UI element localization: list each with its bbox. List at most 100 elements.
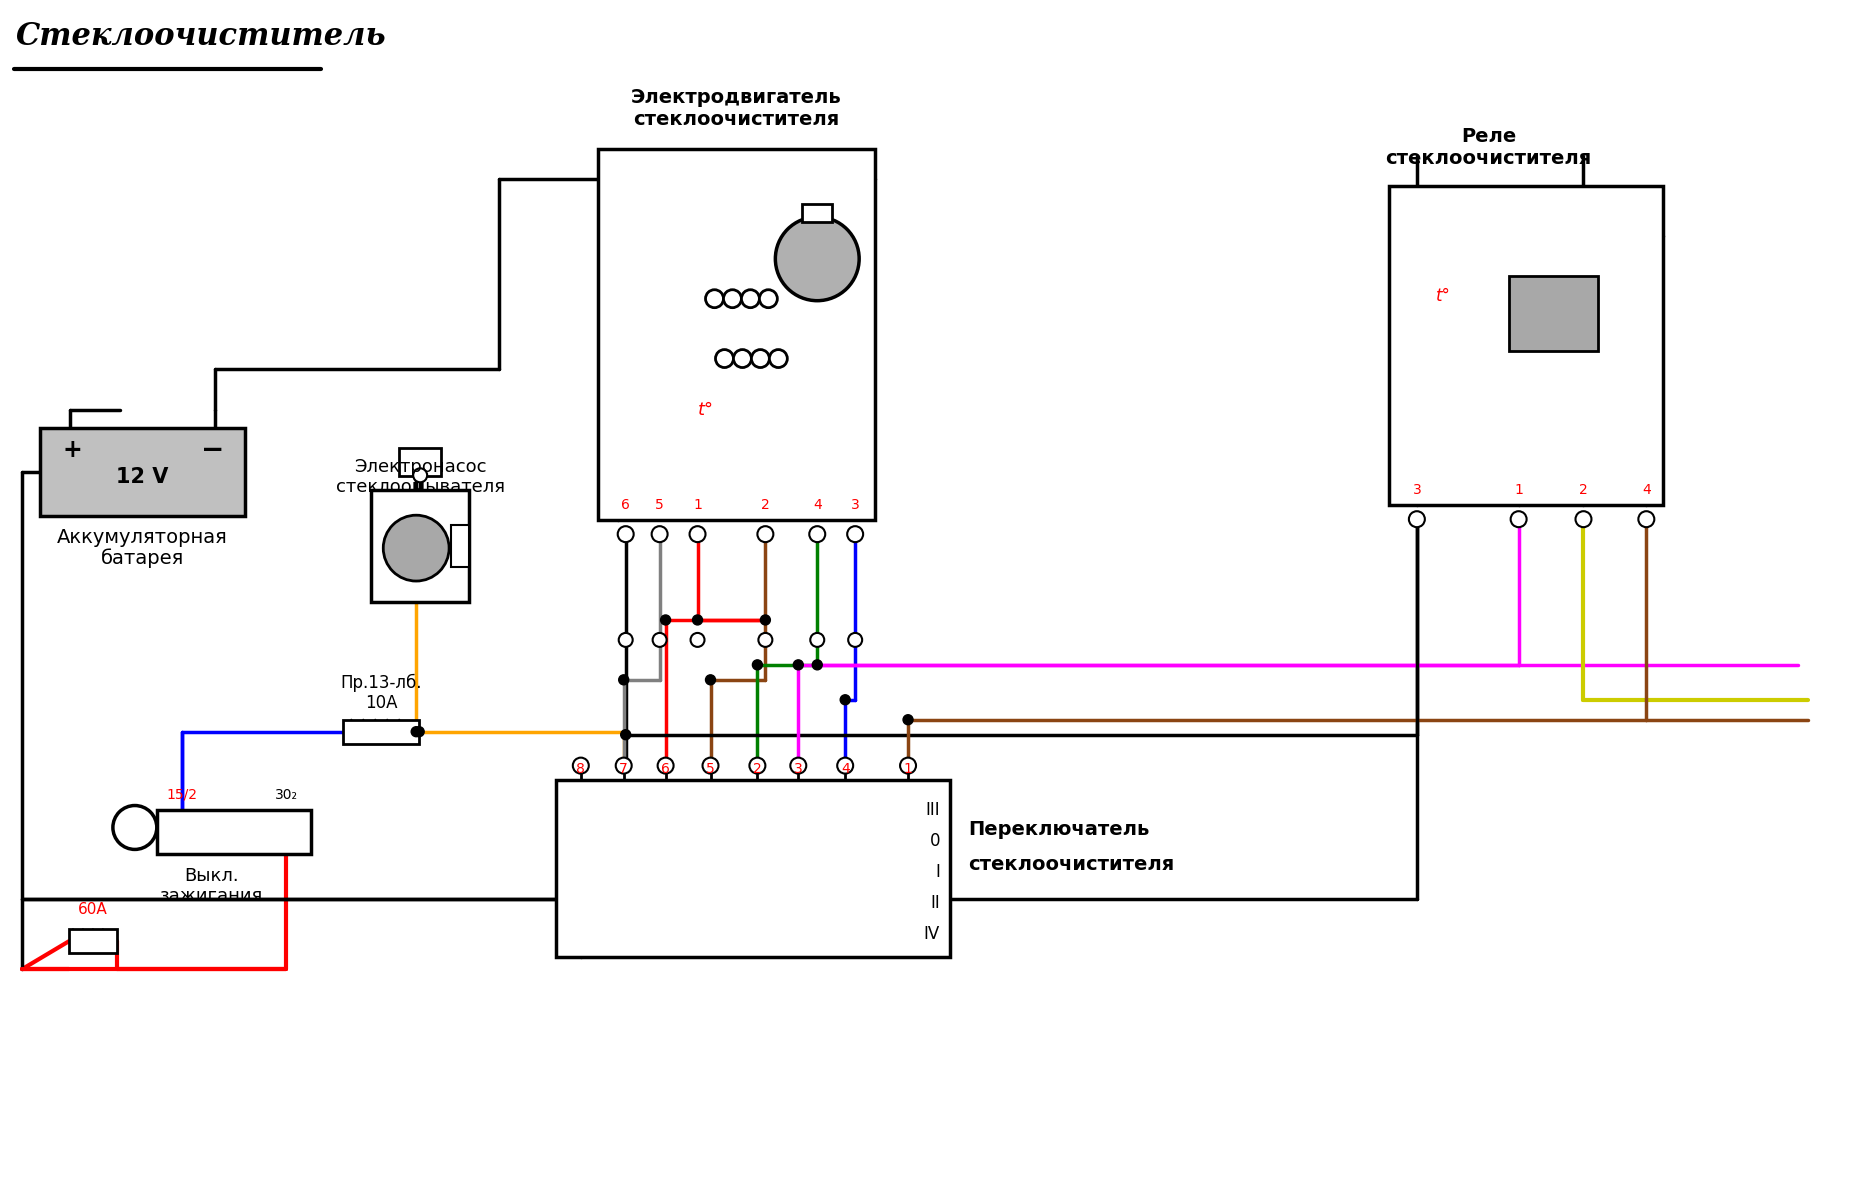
Circle shape bbox=[751, 350, 770, 368]
Circle shape bbox=[690, 633, 705, 647]
Text: Выкл.: Выкл. bbox=[184, 868, 239, 886]
Circle shape bbox=[621, 730, 631, 739]
Text: III: III bbox=[926, 801, 940, 819]
Text: I: I bbox=[935, 863, 940, 881]
Bar bbox=[1389, 186, 1664, 505]
Text: батарея: батарея bbox=[100, 548, 184, 567]
Circle shape bbox=[903, 715, 913, 725]
Bar bbox=[556, 780, 950, 957]
Bar bbox=[343, 720, 419, 744]
Circle shape bbox=[848, 633, 863, 647]
Circle shape bbox=[811, 633, 824, 647]
Circle shape bbox=[775, 216, 859, 300]
Text: 5: 5 bbox=[655, 498, 664, 512]
Circle shape bbox=[837, 757, 853, 774]
Text: 3: 3 bbox=[851, 498, 859, 512]
Circle shape bbox=[794, 660, 803, 670]
Circle shape bbox=[840, 695, 850, 704]
Text: 10А: 10А bbox=[365, 694, 397, 712]
Circle shape bbox=[1575, 511, 1592, 528]
Text: 1: 1 bbox=[694, 498, 701, 512]
Circle shape bbox=[692, 615, 703, 625]
Text: 6: 6 bbox=[621, 498, 631, 512]
Text: Пр.13-лб.: Пр.13-лб. bbox=[341, 673, 423, 692]
Text: 1: 1 bbox=[903, 762, 913, 775]
Circle shape bbox=[770, 350, 787, 368]
Circle shape bbox=[659, 757, 673, 774]
Circle shape bbox=[812, 660, 822, 670]
Circle shape bbox=[414, 727, 425, 737]
Circle shape bbox=[1638, 511, 1655, 528]
Text: 7: 7 bbox=[620, 762, 629, 775]
Text: 3: 3 bbox=[1412, 483, 1421, 498]
Circle shape bbox=[573, 757, 588, 774]
Circle shape bbox=[1510, 511, 1527, 528]
Circle shape bbox=[618, 526, 634, 542]
Text: −: − bbox=[200, 436, 224, 464]
Circle shape bbox=[616, 757, 633, 774]
Circle shape bbox=[733, 350, 751, 368]
Text: 60А: 60А bbox=[78, 903, 108, 917]
Bar bbox=[41, 428, 245, 516]
Text: 4: 4 bbox=[812, 498, 822, 512]
Bar bbox=[69, 929, 117, 953]
Text: 0: 0 bbox=[929, 833, 940, 851]
Circle shape bbox=[716, 350, 733, 368]
Text: Электронасос: Электронасос bbox=[354, 458, 486, 476]
Circle shape bbox=[809, 526, 825, 542]
Text: зажигания: зажигания bbox=[160, 887, 263, 905]
Bar bbox=[371, 490, 469, 602]
Bar bbox=[1508, 275, 1599, 351]
Circle shape bbox=[759, 290, 777, 308]
Text: 5: 5 bbox=[707, 762, 714, 775]
Text: стеклоочистителя: стеклоочистителя bbox=[968, 855, 1174, 874]
Circle shape bbox=[653, 633, 666, 647]
Text: t°: t° bbox=[697, 401, 714, 419]
Text: t°: t° bbox=[1436, 287, 1451, 305]
Circle shape bbox=[900, 757, 916, 774]
Text: +: + bbox=[61, 439, 82, 463]
Bar bbox=[399, 448, 441, 476]
Circle shape bbox=[705, 674, 716, 685]
Text: 2: 2 bbox=[1579, 483, 1588, 498]
Text: 8: 8 bbox=[577, 762, 584, 775]
Text: 1: 1 bbox=[1514, 483, 1523, 498]
Circle shape bbox=[660, 615, 672, 625]
Circle shape bbox=[412, 727, 421, 737]
Circle shape bbox=[620, 633, 633, 647]
Circle shape bbox=[723, 290, 742, 308]
Circle shape bbox=[749, 757, 766, 774]
Circle shape bbox=[759, 633, 772, 647]
Text: стеклоомывателя: стеклоомывателя bbox=[336, 478, 505, 496]
Bar bbox=[803, 204, 833, 222]
Circle shape bbox=[761, 615, 770, 625]
Circle shape bbox=[384, 516, 449, 581]
Text: Реле: Реле bbox=[1462, 127, 1516, 147]
Circle shape bbox=[620, 674, 629, 685]
Text: стеклоочистителя: стеклоочистителя bbox=[1386, 149, 1592, 168]
Text: 2: 2 bbox=[753, 762, 762, 775]
Bar bbox=[597, 149, 876, 520]
Text: 12 V: 12 V bbox=[117, 468, 169, 487]
Text: 30₂: 30₂ bbox=[275, 787, 299, 802]
Text: стеклоочистителя: стеклоочистителя bbox=[633, 111, 840, 129]
Circle shape bbox=[703, 757, 718, 774]
Circle shape bbox=[690, 526, 705, 542]
Circle shape bbox=[790, 757, 807, 774]
Text: Электродвигатель: Электродвигатель bbox=[631, 88, 842, 107]
Circle shape bbox=[753, 660, 762, 670]
Circle shape bbox=[414, 469, 427, 482]
Text: 4: 4 bbox=[1642, 483, 1651, 498]
Bar bbox=[158, 809, 312, 855]
Text: Аккумуляторная: Аккумуляторная bbox=[58, 528, 228, 547]
Circle shape bbox=[848, 526, 863, 542]
Circle shape bbox=[113, 805, 158, 850]
Text: Переключатель: Переключатель bbox=[968, 820, 1150, 839]
Text: II: II bbox=[929, 894, 940, 912]
Circle shape bbox=[651, 526, 668, 542]
Bar bbox=[451, 525, 469, 567]
Text: 3: 3 bbox=[794, 762, 803, 775]
Text: 4: 4 bbox=[840, 762, 850, 775]
Text: 2: 2 bbox=[761, 498, 770, 512]
Circle shape bbox=[742, 290, 759, 308]
